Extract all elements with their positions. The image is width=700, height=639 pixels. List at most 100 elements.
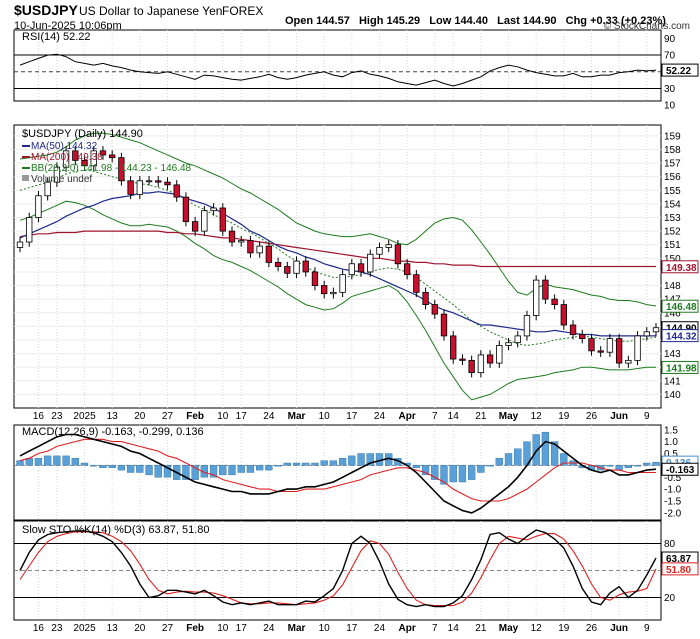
candle-body: [274, 262, 282, 267]
macd-histogram-bar: [329, 460, 338, 466]
sto-tick-label: 20: [664, 593, 676, 604]
candle-body: [579, 334, 586, 340]
macd-tick-label: -1.5: [664, 497, 682, 508]
candle-body: [523, 315, 531, 337]
macd-histogram-bar: [80, 462, 89, 466]
x-tick-label-bottom: 14: [448, 623, 460, 634]
candle-body: [615, 338, 623, 364]
price-tick-label: 155: [664, 186, 681, 197]
macd-tick-label: 1.0: [664, 437, 678, 448]
x-tick-label-bottom: Apr: [399, 623, 416, 634]
macd-histogram-bar: [467, 465, 476, 480]
x-tick-label: 21: [475, 411, 487, 422]
macd-histogram-bar: [421, 465, 430, 476]
macd-histogram-bar: [440, 465, 448, 485]
macd-histogram-bar: [265, 465, 273, 471]
candle-body: [118, 157, 125, 182]
sto-label: Slow STO %K(14) %D(3) 63.87, 51.80: [22, 524, 210, 536]
candle-body: [219, 207, 226, 232]
candle-body: [634, 335, 641, 361]
candle-body: [477, 354, 485, 374]
macd-histogram-bar: [283, 462, 291, 466]
macd-histogram-bar: [302, 462, 310, 466]
rsi-plot: 907050301052.22: [14, 34, 699, 112]
sto-k-line: [19, 529, 657, 608]
macd-tick-label: 0.5: [664, 449, 678, 460]
macd-badge-box: [661, 462, 699, 476]
price-tick-label: 146: [664, 308, 681, 319]
macd-histogram-bar: [16, 460, 24, 466]
candle-body: [348, 263, 355, 276]
legend-ma50: MA(50) 144.32: [31, 141, 98, 152]
price-badge: 146.48: [666, 302, 697, 313]
macd-histogram-bar: [357, 453, 365, 466]
candle-body: [330, 291, 337, 295]
macd-histogram-bar: [504, 453, 513, 466]
x-tick-label: 24: [374, 411, 386, 422]
macd-histogram-bar: [117, 465, 126, 471]
macd-histogram-bar: [274, 465, 282, 467]
macd-histogram-bar: [237, 465, 245, 473]
rsi-panel: [13, 29, 662, 102]
price-badge: 141.98: [666, 363, 697, 374]
macd-histogram-bar: [145, 465, 153, 476]
candle-body: [468, 359, 475, 374]
macd-tick-label: -0.5: [664, 473, 682, 484]
x-tick-label-bottom: 12: [531, 623, 543, 634]
x-tick-label: Jun: [610, 411, 628, 422]
candle-body: [127, 180, 134, 195]
x-tick-label-bottom: 21: [475, 623, 487, 634]
price-title: $USDJPY (Daily) 144.90: [22, 128, 143, 140]
x-tick-label-bottom: 17: [236, 623, 248, 634]
x-axis: 16 16 23 23 2025 2025 13 13 20 20 27 27 Feb Feb 10 10 17…: [33, 411, 650, 634]
x-tick-label-bottom: 7: [432, 623, 438, 634]
x-tick-label: 2025: [73, 411, 96, 422]
candle-body: [459, 358, 466, 361]
macd-tick-label: -1.0: [664, 485, 682, 496]
candle-body: [588, 338, 595, 352]
x-tick-label: 16: [33, 411, 45, 422]
rsi-tick-label: 90: [664, 34, 676, 45]
x-tick-label-bottom: Mar: [288, 623, 306, 634]
candle-body: [136, 180, 143, 195]
ohlc-summary: Open 144.57 High 145.29 Low 144.40 Last …: [285, 15, 666, 27]
candle-body: [339, 274, 346, 293]
candle-body: [357, 263, 365, 273]
x-tick-label-bottom: 24: [263, 623, 275, 634]
candle-body: [62, 150, 70, 168]
rsi-tick-label: 70: [664, 51, 676, 62]
candle-body: [394, 244, 402, 265]
candle-body: [321, 285, 328, 295]
x-tick-label: 9: [644, 411, 650, 422]
candle-body: [440, 313, 448, 337]
price-tick-label: 148: [664, 281, 681, 292]
candle-body: [228, 230, 236, 243]
candle-body: [505, 342, 512, 346]
candle-body: [109, 154, 116, 159]
macd-histogram-bar: [182, 465, 190, 480]
candle-body: [385, 244, 392, 248]
candle-body: [256, 245, 263, 254]
legend-swatch-volume: [22, 175, 29, 181]
price-tick-label: 154: [664, 199, 681, 210]
macd-histogram-bar: [633, 465, 642, 467]
candle-body: [99, 150, 107, 156]
macd-histogram-bar: [99, 465, 107, 468]
candle-body: [90, 150, 97, 167]
price-tick-label: 153: [664, 213, 681, 224]
price-tick-label: 158: [664, 145, 681, 156]
x-tick-label: 23: [51, 411, 63, 422]
macd-histogram-bar: [431, 465, 439, 480]
instrument-name: US Dollar to Japanese Yen: [79, 4, 222, 18]
candle-body: [302, 260, 309, 273]
candle-body: [293, 260, 300, 274]
macd-histogram-bar: [477, 465, 485, 473]
price-tick-label: 157: [664, 159, 681, 170]
candle-body: [238, 240, 245, 243]
x-tick-label: 10: [217, 411, 229, 422]
macd-histogram-bar: [643, 462, 651, 466]
price-badge-box: [661, 260, 699, 274]
exchange-label: FOREX: [222, 4, 263, 18]
macd-histogram-bar: [495, 458, 503, 466]
